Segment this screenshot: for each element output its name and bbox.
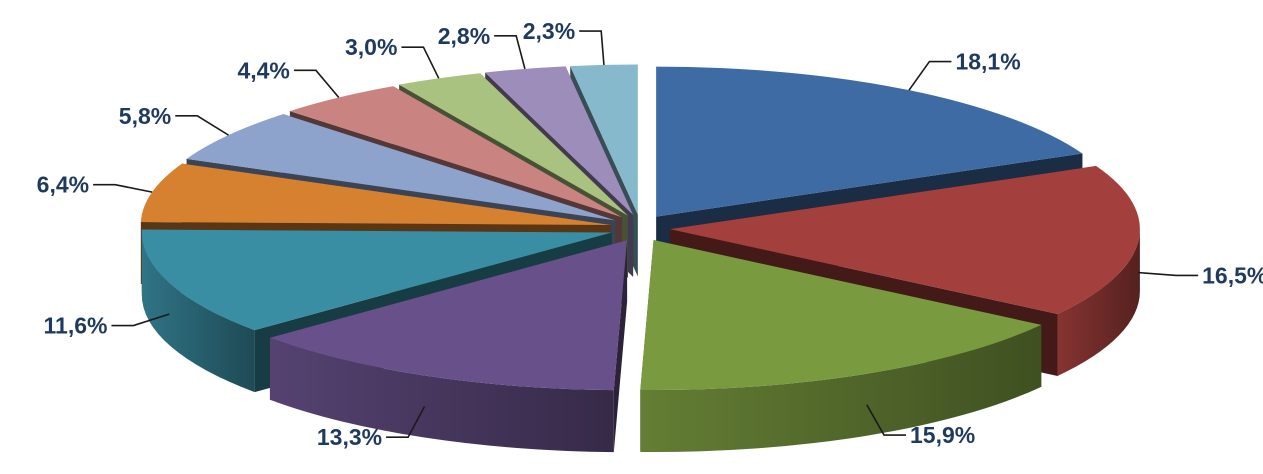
slice-label-4: 13,3%: [317, 424, 382, 450]
slice-label-1: 18,1%: [955, 49, 1020, 75]
slice-label-5: 11,6%: [44, 313, 108, 339]
pie-slice-4: [269, 240, 628, 453]
leader-line-2: [1138, 271, 1199, 277]
leader-line-11: [579, 30, 605, 65]
slice-label-2: 16,5%: [1202, 262, 1263, 288]
leader-line-9: [401, 46, 440, 79]
leader-line-7: [175, 115, 229, 136]
leader-line-4: [386, 406, 426, 439]
leader-line-3: [866, 404, 907, 436]
slice-label-7: 5,8%: [119, 103, 171, 129]
leader-line-8: [293, 69, 340, 99]
slice-label-3: 15,9%: [910, 422, 975, 448]
pie-labels: 18,1% 16,5% 15,9% 13,3% 11,6% 6,4% 5,8% 4,4% 3,0…: [37, 18, 1263, 450]
slice-label-8: 4,4%: [237, 57, 289, 83]
slice-label-6: 6,4%: [37, 172, 89, 198]
leader-line-10: [494, 35, 526, 70]
slice-label-10: 2,8%: [438, 23, 490, 49]
slice-label-9: 3,0%: [345, 34, 397, 60]
pie-slice-3: [640, 240, 1042, 453]
leader-line-6: [93, 183, 153, 193]
leader-line-5: [111, 313, 170, 327]
pie-slices: [140, 64, 1140, 453]
leader-line-1: [908, 60, 952, 91]
slice-label-11: 2,3%: [523, 18, 575, 44]
